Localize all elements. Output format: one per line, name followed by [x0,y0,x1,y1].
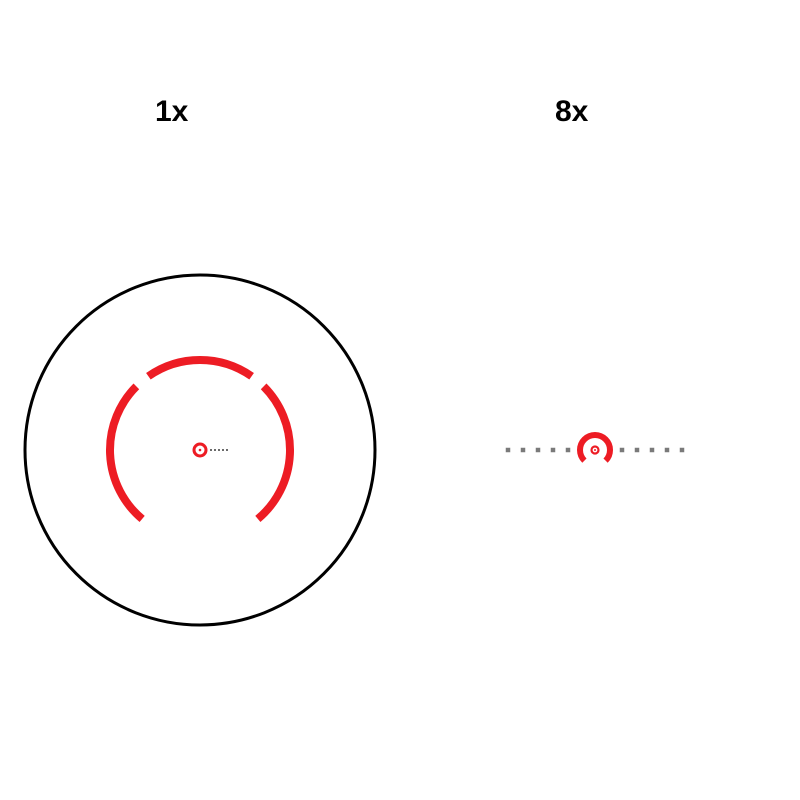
center-dot [199,449,202,452]
mil-dot [680,448,685,453]
horseshoe-segment [110,386,142,519]
center-dot-8x [594,449,596,451]
bdc-dot [214,449,216,451]
mil-dot [620,448,625,453]
horseshoe-8x [580,435,610,461]
bdc-dot [226,449,228,451]
horseshoe-segment [148,360,251,376]
reticle-diagram-svg [0,0,800,800]
mil-dot [635,448,640,453]
horseshoe-segment [258,386,290,519]
mil-dot [521,448,526,453]
mil-dot [551,448,556,453]
bdc-dot [222,449,224,451]
diagram-canvas: 1x 8x [0,0,800,800]
bdc-dot [210,449,212,451]
mil-dot [650,448,655,453]
mil-dot [566,448,571,453]
mil-dot [536,448,541,453]
mil-dot [665,448,670,453]
mil-dot [506,448,511,453]
bdc-dot [218,449,220,451]
